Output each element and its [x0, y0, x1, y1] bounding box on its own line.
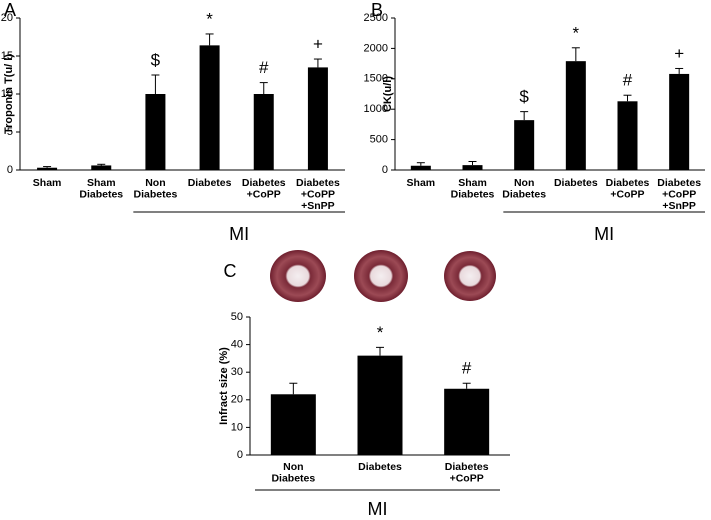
y-tick-label: 0 — [382, 164, 388, 176]
x-tick-label: Diabetes — [296, 177, 340, 189]
bar — [444, 388, 490, 455]
significance-mark: $ — [519, 87, 529, 106]
bar — [357, 355, 403, 455]
bar — [253, 94, 274, 170]
significance-mark: * — [377, 323, 384, 342]
y-tick-label: 40 — [231, 339, 243, 351]
y-tick-label: 50 — [231, 311, 243, 323]
y-tick-label: 500 — [370, 134, 388, 146]
x-tick-label: Sham — [33, 177, 62, 189]
x-tick-label: Sham — [87, 177, 116, 189]
x-tick-label: Diabetes — [79, 188, 123, 200]
bar — [514, 120, 535, 170]
group-label: MI — [229, 224, 249, 244]
panel-label: C — [224, 261, 237, 281]
x-tick-label: Diabetes — [554, 177, 598, 189]
panel-label: B — [371, 0, 383, 20]
bar — [410, 165, 431, 170]
y-tick-label: 20 — [231, 394, 243, 406]
y-tick-label: 10 — [231, 421, 243, 433]
x-tick-label: Sham — [458, 177, 487, 189]
x-tick-label: Non — [145, 177, 165, 189]
x-tick-label: Diabetes — [188, 177, 232, 189]
x-tick-label: +CoPP — [247, 188, 281, 200]
bar — [669, 73, 690, 170]
significance-mark: + — [674, 44, 684, 63]
heart-sections — [270, 250, 496, 302]
heart-slice — [444, 251, 496, 301]
y-tick-label: 5 — [7, 126, 13, 138]
y-tick-label: 2500 — [364, 12, 388, 24]
x-tick-label: +SnPP — [662, 200, 696, 212]
x-tick-label: Diabetes — [657, 177, 701, 189]
bar — [199, 45, 220, 170]
y-tick-label: 30 — [231, 366, 243, 378]
significance-mark: + — [313, 35, 323, 54]
x-tick-label: Diabetes — [358, 461, 402, 473]
group-label: MI — [594, 224, 614, 244]
y-axis-label: CK(u/l) — [382, 76, 394, 112]
x-tick-label: +SnPP — [301, 200, 335, 212]
x-tick-label: Diabetes — [134, 188, 178, 200]
significance-mark: $ — [151, 50, 161, 69]
y-tick-label: 0 — [7, 164, 13, 176]
significance-mark: # — [462, 359, 472, 378]
x-tick-label: +CoPP — [662, 188, 696, 200]
bar — [91, 165, 112, 170]
y-axis-label: Infract size (%) — [218, 347, 230, 425]
y-tick-label: 2000 — [364, 42, 388, 54]
bar — [270, 394, 316, 455]
y-axis-label: Troponin T(u/ l) — [3, 54, 15, 134]
x-tick-label: Diabetes — [242, 177, 286, 189]
x-tick-label: Diabetes — [451, 188, 495, 200]
heart-slice — [354, 250, 408, 302]
significance-mark: * — [206, 9, 213, 28]
group-label: MI — [368, 499, 388, 519]
x-tick-label: Diabetes — [445, 461, 489, 473]
x-tick-label: +CoPP — [301, 188, 335, 200]
y-tick-label: 10 — [1, 88, 13, 100]
significance-mark: # — [259, 58, 269, 77]
x-tick-label: Non — [514, 177, 534, 189]
x-tick-label: Diabetes — [271, 472, 315, 484]
heart-slice — [270, 250, 326, 302]
significance-mark: # — [623, 71, 633, 90]
bar — [462, 165, 483, 170]
bar — [307, 67, 328, 170]
x-tick-label: +CoPP — [450, 472, 484, 484]
y-tick-label: 1500 — [364, 73, 388, 85]
x-tick-label: Sham — [407, 177, 436, 189]
x-tick-label: Diabetes — [502, 188, 546, 200]
bar — [617, 101, 638, 170]
y-tick-label: 15 — [1, 50, 13, 62]
bar — [565, 61, 586, 170]
bar — [37, 167, 58, 170]
x-tick-label: Non — [283, 461, 303, 473]
y-tick-label: 0 — [237, 449, 243, 461]
y-tick-label: 20 — [1, 12, 13, 24]
significance-mark: * — [573, 23, 580, 42]
x-tick-label: +CoPP — [610, 188, 644, 200]
y-tick-label: 1000 — [364, 103, 388, 115]
x-tick-label: Diabetes — [606, 177, 650, 189]
panel-label: A — [4, 0, 16, 20]
bar — [145, 94, 166, 170]
